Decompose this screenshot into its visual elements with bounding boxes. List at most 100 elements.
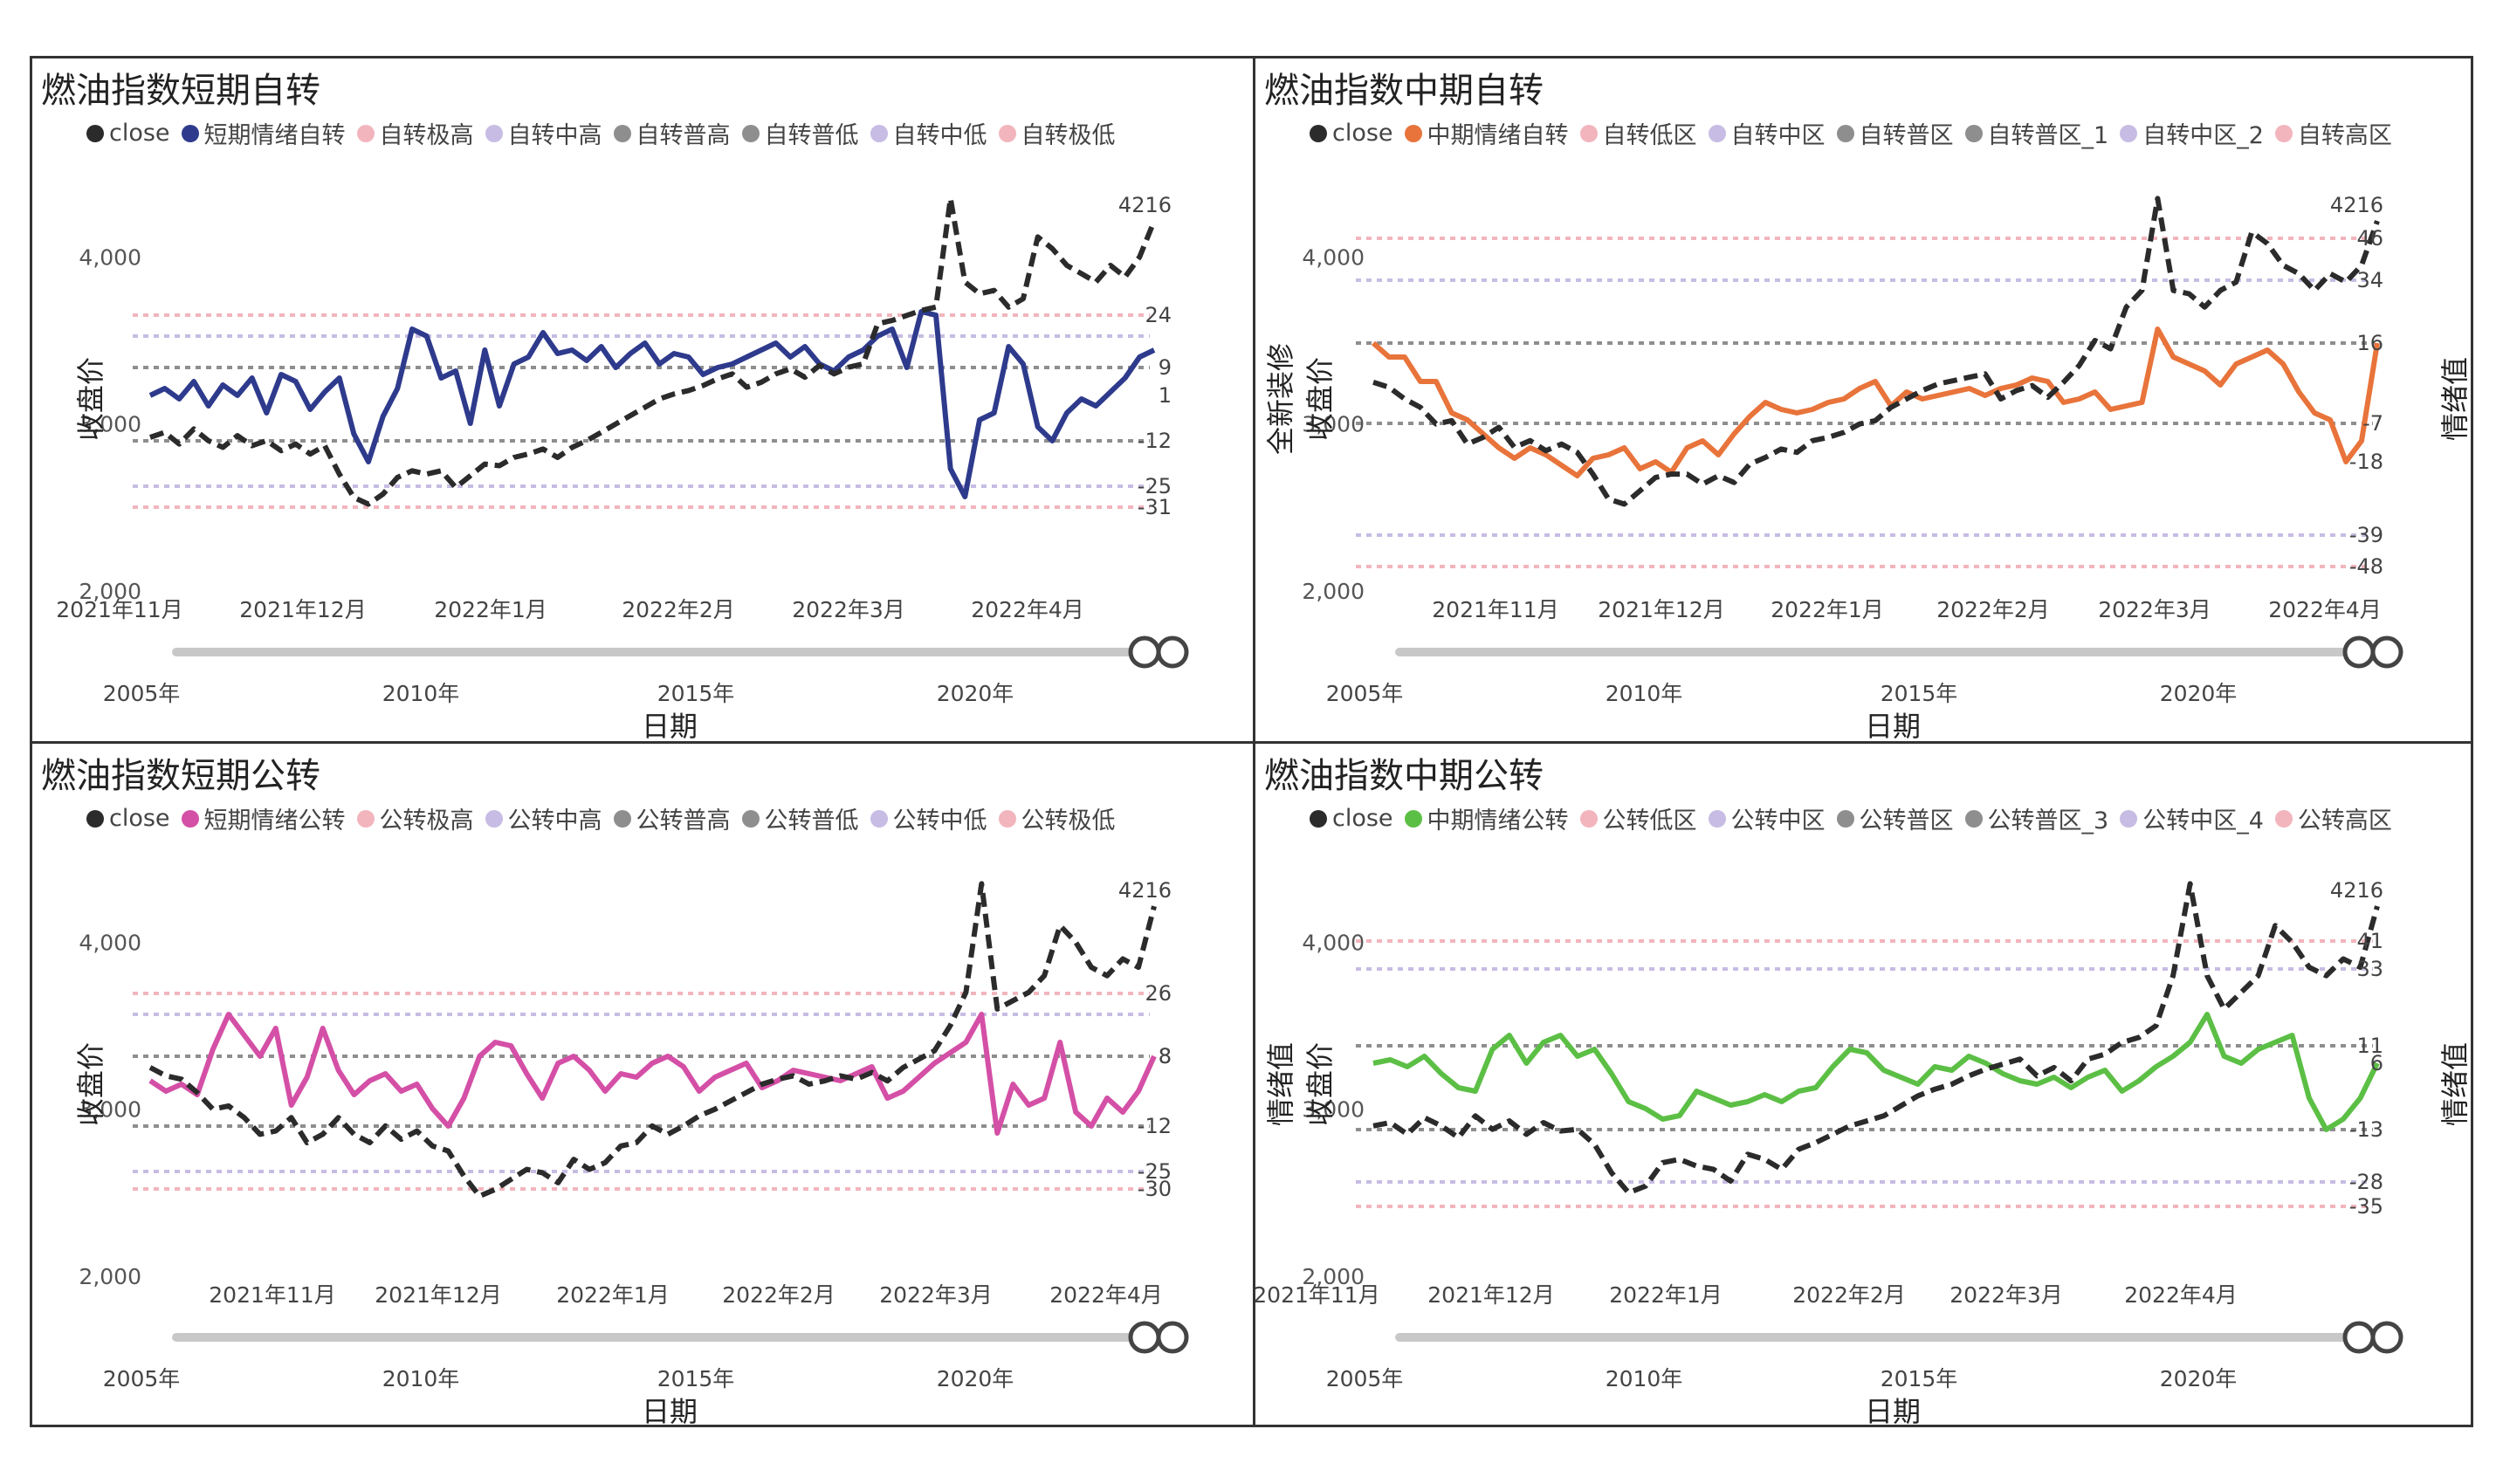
data-label-close: 4216 — [1118, 878, 1172, 903]
legend-label: 中期情绪公转 — [1427, 807, 1569, 835]
legend-marker-icon — [2274, 809, 2293, 828]
legend-item[interactable]: close — [1310, 116, 1393, 150]
legend-label: 中期情绪自转 — [1427, 122, 1569, 149]
x-tick-label: 2021年12月 — [1598, 597, 1724, 622]
legend-marker-icon — [1836, 809, 1854, 828]
data-label-ref: -7 — [2362, 411, 2383, 436]
legend-item[interactable]: 短期情绪公转 — [181, 801, 346, 835]
slider-handle-end[interactable] — [2370, 636, 2403, 669]
legend-item[interactable]: 自转极低 — [998, 116, 1116, 150]
slider-handle-end[interactable] — [1156, 636, 1189, 669]
legend-marker-icon — [86, 124, 104, 142]
legend-marker-icon — [181, 809, 199, 828]
legend-label: 公转中区_4 — [2142, 807, 2264, 835]
x-tick-label: 2022年4月 — [2268, 597, 2382, 622]
slider-year-label: 2005年 — [1326, 1366, 1404, 1391]
data-label-ref: 26 — [1145, 981, 1172, 1006]
legend-item[interactable]: 自转中区 — [1708, 116, 1826, 150]
x-tick-label: 2022年1月 — [1771, 597, 1884, 622]
legend-label: 公转低区 — [1602, 807, 1697, 835]
legend-item[interactable]: close — [1310, 801, 1393, 835]
y-axis-title: 收盘价 — [74, 1042, 107, 1126]
legend-item[interactable]: 自转中低 — [870, 116, 987, 150]
y-axis-title: 收盘价 — [74, 357, 107, 441]
legend-marker-icon — [356, 124, 375, 142]
legend-label: 公转极低 — [1021, 807, 1116, 835]
legend-item[interactable]: 中期情绪自转 — [1404, 116, 1569, 150]
legend-item[interactable]: 自转高区 — [2274, 116, 2392, 150]
legend-item[interactable]: 公转低区 — [1579, 801, 1697, 835]
slider-handle-start[interactable] — [2342, 636, 2376, 669]
legend-item[interactable]: 公转中低 — [870, 801, 987, 835]
x-axis-title: 日期 — [1865, 710, 1921, 743]
legend-item[interactable]: 短期情绪自转 — [181, 116, 346, 150]
close-series-line — [149, 196, 1157, 507]
legend-item[interactable]: 公转高区 — [2274, 801, 2392, 835]
legend-marker-icon — [1310, 124, 1327, 142]
y-tick-label: 4,000 — [79, 244, 141, 270]
legend-marker-icon — [870, 124, 888, 142]
legend-item[interactable]: 公转普区 — [1836, 801, 1954, 835]
legend-marker-icon — [1579, 809, 1598, 828]
legend-label: 自转普区_1 — [1987, 122, 2109, 149]
legend-item[interactable]: 中期情绪公转 — [1404, 801, 1569, 835]
legend-marker-icon — [870, 809, 888, 828]
data-label-ref: -12 — [1138, 429, 1172, 453]
slider-handle-end[interactable] — [1156, 1321, 1189, 1354]
y-axis-title-secondary: 全新装修 — [1264, 343, 1297, 455]
sentiment-series-line — [1372, 1012, 2380, 1132]
slider-year-label: 2010年 — [1606, 1366, 1683, 1391]
y-tick-label: 3,000 — [79, 1097, 141, 1123]
legend-label: close — [109, 120, 170, 147]
legend-item[interactable]: 公转极低 — [998, 801, 1116, 835]
legend-label: close — [1332, 805, 1393, 832]
chart-title: 燃油指数中期公转 — [1264, 756, 1544, 796]
slider-year-label: 2020年 — [2160, 1366, 2238, 1391]
legend-label: 公转高区 — [2297, 807, 2392, 835]
y-tick-label: 2,000 — [79, 1264, 141, 1289]
legend-item[interactable]: 自转普区_1 — [1964, 116, 2109, 150]
x-tick-label: 2021年12月 — [1427, 1282, 1554, 1308]
legend-item[interactable]: 公转中高 — [485, 801, 602, 835]
x-tick-label: 2022年4月 — [2124, 1282, 2238, 1308]
slider-handle-start[interactable] — [1128, 636, 1161, 669]
legend-item[interactable]: close — [86, 116, 170, 150]
legend-item[interactable]: 自转极高 — [356, 116, 474, 150]
legend-label: 自转低区 — [1602, 122, 1697, 149]
legend-label: 自转高区 — [2297, 122, 2392, 149]
sentiment-series-line — [148, 1012, 1157, 1136]
slider-handle-start[interactable] — [1128, 1321, 1161, 1354]
slider-handle-end[interactable] — [2370, 1321, 2403, 1354]
legend-item[interactable]: 自转普高 — [613, 116, 731, 150]
y-tick-label: 3,000 — [1302, 412, 1365, 437]
legend-item[interactable]: 公转普高 — [613, 801, 731, 835]
legend-marker-icon — [1310, 809, 1327, 828]
x-axis-title: 日期 — [1865, 1395, 1921, 1427]
x-tick-label: 2022年3月 — [1949, 1282, 2063, 1308]
legend-item[interactable]: 公转极高 — [356, 801, 474, 835]
chart-legend: close 短期情绪自转 自转极高 自转中高 自转普高 自转普低 自转中低 自转极低 — [86, 116, 1127, 150]
legend-marker-icon — [356, 809, 375, 828]
legend-item[interactable]: close — [86, 801, 170, 835]
legend-item[interactable]: 自转普低 — [741, 116, 859, 150]
x-tick-label: 2022年2月 — [622, 597, 735, 622]
data-label-close: 4216 — [1118, 193, 1172, 217]
legend-marker-icon — [613, 809, 631, 828]
legend-item[interactable]: 公转中区_4 — [2120, 801, 2264, 835]
data-label-ref: 24 — [1145, 303, 1172, 327]
legend-item[interactable]: 自转普区 — [1836, 116, 1954, 150]
slider-handle-start[interactable] — [2342, 1321, 2376, 1354]
legend-label: 自转普高 — [636, 122, 731, 149]
legend-item[interactable]: 公转中区 — [1708, 801, 1826, 835]
legend-item[interactable]: 自转中区_2 — [2120, 116, 2264, 150]
y-tick-label: 4,000 — [1302, 244, 1365, 270]
legend-marker-icon — [1579, 124, 1598, 142]
legend-item[interactable]: 公转普区_3 — [1964, 801, 2108, 835]
legend-item[interactable]: 自转中高 — [485, 116, 602, 150]
data-label-ref: -30 — [1138, 1177, 1172, 1201]
chart-title: 燃油指数短期公转 — [41, 756, 320, 796]
legend-item[interactable]: 公转普低 — [741, 801, 859, 835]
x-tick-label: 2022年2月 — [1792, 1282, 1906, 1308]
legend-item[interactable]: 自转低区 — [1579, 116, 1697, 150]
data-label-ref: 1 — [1159, 383, 1172, 408]
